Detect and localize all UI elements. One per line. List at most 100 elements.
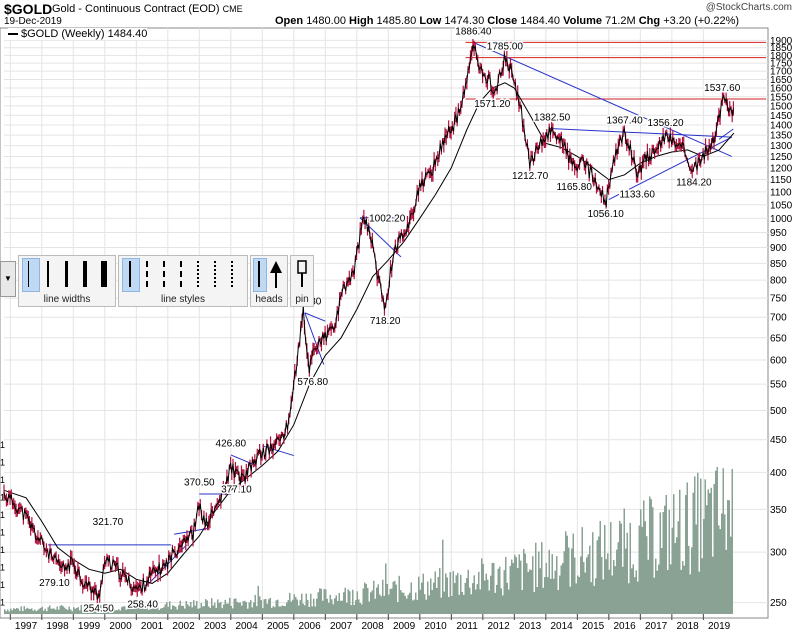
volume-bar: [314, 606, 316, 614]
y-tick-label: 1150: [770, 175, 792, 186]
heads-none-option[interactable]: [258, 261, 260, 287]
price-annotation: 321.70: [93, 517, 124, 528]
volume-bar: [233, 598, 235, 614]
line-width-option-5[interactable]: [101, 261, 107, 287]
volume-bar: [433, 582, 435, 614]
volume-bar: [518, 554, 520, 614]
volume-bar: [439, 568, 441, 614]
volume-bar: [412, 600, 414, 614]
x-tick-label: 2011: [456, 621, 478, 632]
volume-bar: [524, 553, 526, 614]
volume-bar: [697, 472, 699, 614]
line-style-option-selected[interactable]: [122, 258, 140, 292]
volume-value: 71.2M: [605, 15, 636, 27]
arrow-up-icon[interactable]: [269, 259, 283, 289]
volume-bar: [8, 611, 10, 614]
volume-bar: [683, 565, 685, 614]
volume-bar: [673, 494, 675, 614]
volume-bar: [265, 598, 267, 614]
price-annotation: 377.10: [221, 485, 252, 496]
y-tick-label: 1450: [770, 111, 793, 122]
volume-bar: [556, 556, 558, 614]
volume-bar: [308, 606, 310, 614]
volume-bar: [88, 609, 90, 614]
volume-bar: [242, 601, 244, 614]
line-width-option-3[interactable]: [65, 261, 68, 287]
volume-bar: [622, 566, 624, 614]
price-annotation: 1056.10: [588, 209, 625, 220]
line-style-dash-3[interactable]: [180, 261, 182, 287]
volume-bar: [121, 607, 123, 614]
x-tick-label: 2004: [235, 621, 258, 632]
volume-bar: [44, 608, 46, 614]
volume-bar: [100, 604, 102, 614]
copyright-text: @StockCharts.com: [705, 2, 792, 13]
volume-bar: [452, 571, 454, 614]
price-annotation: 1367.40: [607, 116, 644, 127]
volume-bar: [662, 511, 664, 614]
volume-bar: [263, 599, 265, 614]
volume-bar: [401, 592, 403, 614]
volume-bar: [428, 595, 430, 614]
volume-bar: [23, 606, 25, 614]
volume-bar: [478, 571, 480, 614]
dropdown-button[interactable]: ▼: [0, 261, 16, 297]
volume-bar: [568, 547, 570, 614]
volume-bar: [76, 608, 78, 614]
volume-bar: [109, 607, 111, 614]
volume-bar: [496, 584, 498, 614]
line-style-dot-2[interactable]: [214, 261, 216, 287]
volume-bar: [40, 607, 42, 614]
volume-bar: [170, 609, 172, 614]
volume-bar: [383, 595, 385, 614]
volume-bar: [205, 599, 207, 614]
volume-bar: [479, 589, 481, 614]
price-annotation: 1886.40: [455, 26, 492, 37]
line-style-solid[interactable]: [129, 261, 131, 287]
volume-bar: [304, 605, 306, 614]
volume-bar: [607, 553, 609, 614]
symbol-title: $GOLD: [4, 1, 53, 17]
volume-bar: [386, 583, 388, 614]
volume-bar: [415, 592, 417, 614]
y-tick-label: 1350: [770, 131, 793, 142]
pin-group: pin: [290, 255, 314, 307]
volume-bar: [20, 606, 22, 614]
line-width-option-4[interactable]: [83, 261, 87, 287]
line-style-dash-2[interactable]: [163, 261, 165, 287]
volume-bar: [542, 587, 544, 614]
line-style-dash-1[interactable]: [146, 261, 148, 287]
volume-bar: [571, 548, 573, 614]
volume-bar: [713, 484, 715, 614]
volume-bar: [554, 570, 556, 614]
line-style-dot-1[interactable]: [197, 261, 199, 287]
pin-icon[interactable]: [296, 260, 308, 288]
volume-bar: [704, 479, 706, 614]
volume-bar: [581, 527, 583, 614]
line-style-dot-3[interactable]: [231, 261, 233, 287]
line-width-option-1[interactable]: [28, 261, 29, 287]
volume-bar: [692, 492, 694, 614]
volume-bar: [49, 605, 51, 614]
volume-bar: [98, 609, 100, 614]
volume-bar: [197, 608, 199, 614]
line-width-option-selected[interactable]: [22, 258, 40, 292]
volume-bar: [421, 582, 423, 614]
volume-bar: [595, 578, 597, 614]
volume-bar: [425, 599, 427, 614]
series-legend: $GOLD (Weekly) 1484.40: [8, 28, 148, 40]
volume-bar: [46, 611, 48, 614]
volume-bar: [574, 557, 576, 614]
price-annotation: 1212.70: [512, 171, 549, 182]
volume-bar: [638, 525, 640, 614]
description-text: Gold - Continuous Contract (EOD): [52, 3, 220, 15]
line-width-option-2[interactable]: [47, 261, 49, 287]
price-annotation: 718.20: [370, 316, 401, 327]
heads-none-selected[interactable]: [253, 258, 267, 292]
volume-bar: [535, 542, 537, 614]
volume-bar: [454, 583, 456, 614]
volume-bar: [269, 597, 271, 614]
volume-bar: [136, 600, 138, 614]
volume-bar: [374, 598, 376, 614]
close-value: 1484.40: [520, 15, 561, 27]
